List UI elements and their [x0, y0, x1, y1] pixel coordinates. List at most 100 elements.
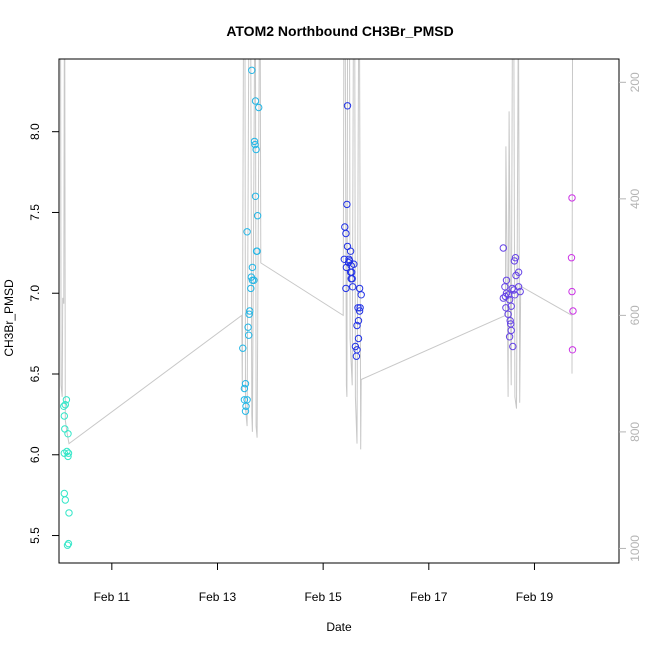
data-point [508, 284, 516, 293]
data-point [64, 452, 72, 461]
data-point [248, 263, 257, 272]
data-point [253, 247, 261, 255]
data-point [240, 384, 249, 393]
data-point [248, 66, 256, 75]
x-axis: Feb 11 Feb 13 Feb 15 Feb 17 Feb 19 [94, 563, 554, 604]
y2-tick-label: 800 [628, 422, 642, 442]
y2-axis: 200 400 600 800 1000 [619, 72, 642, 562]
data-point [61, 401, 70, 409]
x-tick-label: Feb 17 [410, 590, 448, 604]
series-flight-1 [60, 396, 73, 549]
data-point [343, 200, 351, 209]
data-point [64, 449, 73, 457]
data-point [246, 307, 254, 315]
data-point [60, 402, 68, 410]
data-point [568, 346, 577, 354]
x-tick-label: Feb 13 [199, 590, 237, 604]
y-tick-label: 8.0 [28, 123, 42, 140]
data-point [347, 275, 355, 283]
data-point [511, 254, 520, 262]
data-point [502, 304, 510, 312]
x-tick-label: Feb 15 [304, 590, 342, 604]
y-tick-label: 7.0 [28, 285, 42, 302]
y2-tick-label: 600 [628, 305, 642, 325]
points-layer [60, 66, 577, 549]
data-point [568, 194, 576, 202]
data-point [511, 291, 519, 299]
series-flight-5 [567, 194, 577, 354]
data-point [251, 140, 259, 149]
y2-tick-label: 200 [628, 72, 642, 92]
data-point [342, 229, 350, 238]
data-point [350, 260, 358, 268]
data-point [567, 254, 576, 262]
data-point [343, 102, 352, 110]
x-tick-label: Feb 11 [94, 590, 131, 604]
data-point [346, 247, 355, 255]
data-point [357, 291, 365, 299]
plot-frame [58, 58, 620, 564]
data-point [242, 402, 250, 410]
series-flight-2 [239, 66, 263, 415]
data-point [65, 509, 73, 517]
data-point [512, 271, 520, 280]
data-point [64, 430, 72, 438]
data-point [504, 310, 512, 318]
x-tick-label: Feb 19 [516, 590, 554, 604]
data-point [356, 304, 364, 312]
y-tick-label: 6.0 [28, 446, 42, 463]
data-point [349, 283, 357, 291]
data-point [506, 317, 514, 325]
data-point [253, 212, 262, 220]
series-flight-3 [340, 102, 365, 360]
data-point [247, 284, 255, 293]
data-point [499, 244, 507, 252]
series-flight-4 [499, 244, 524, 351]
data-point [239, 344, 247, 352]
data-point [243, 228, 251, 236]
data-point [354, 334, 363, 343]
y-tick-label: 5.5 [28, 527, 42, 544]
data-point [516, 287, 524, 296]
data-point [342, 263, 351, 272]
data-point [241, 380, 250, 388]
data-point [507, 302, 515, 310]
data-point [244, 323, 252, 331]
data-point [510, 257, 519, 265]
data-point [251, 97, 260, 105]
data-point [61, 496, 70, 504]
data-point [250, 137, 259, 146]
y-axis: 5.5 6.0 6.5 7.0 7.5 8.0 [28, 123, 59, 544]
data-point [569, 307, 577, 315]
data-point [353, 321, 361, 330]
data-point [64, 539, 73, 548]
x-axis-label: Date [326, 620, 352, 634]
data-point [355, 307, 364, 315]
data-point [505, 333, 514, 341]
data-point [252, 145, 260, 154]
y2-tick-label: 400 [628, 189, 642, 209]
data-point [60, 412, 69, 420]
data-point [245, 331, 253, 339]
data-point [250, 276, 258, 284]
data-point [352, 352, 361, 360]
data-point [342, 284, 350, 293]
y2-tick-label: 1000 [628, 535, 642, 562]
pressure-trace [59, 58, 574, 450]
y-tick-label: 6.5 [28, 365, 42, 382]
chart-title: ATOM2 Northbound CH3Br_PMSD [226, 23, 453, 39]
data-point [251, 192, 260, 201]
data-point [568, 287, 576, 296]
pressure-layer [59, 58, 574, 450]
y-axis-label: CH3Br_PMSD [2, 279, 16, 357]
data-point [62, 396, 71, 404]
data-point [63, 541, 72, 549]
data-point [509, 342, 517, 351]
data-point [245, 310, 253, 318]
y-tick-label: 7.5 [28, 204, 42, 221]
data-point [255, 103, 263, 112]
data-point [354, 317, 363, 325]
data-point [241, 407, 250, 415]
data-point [60, 489, 69, 498]
